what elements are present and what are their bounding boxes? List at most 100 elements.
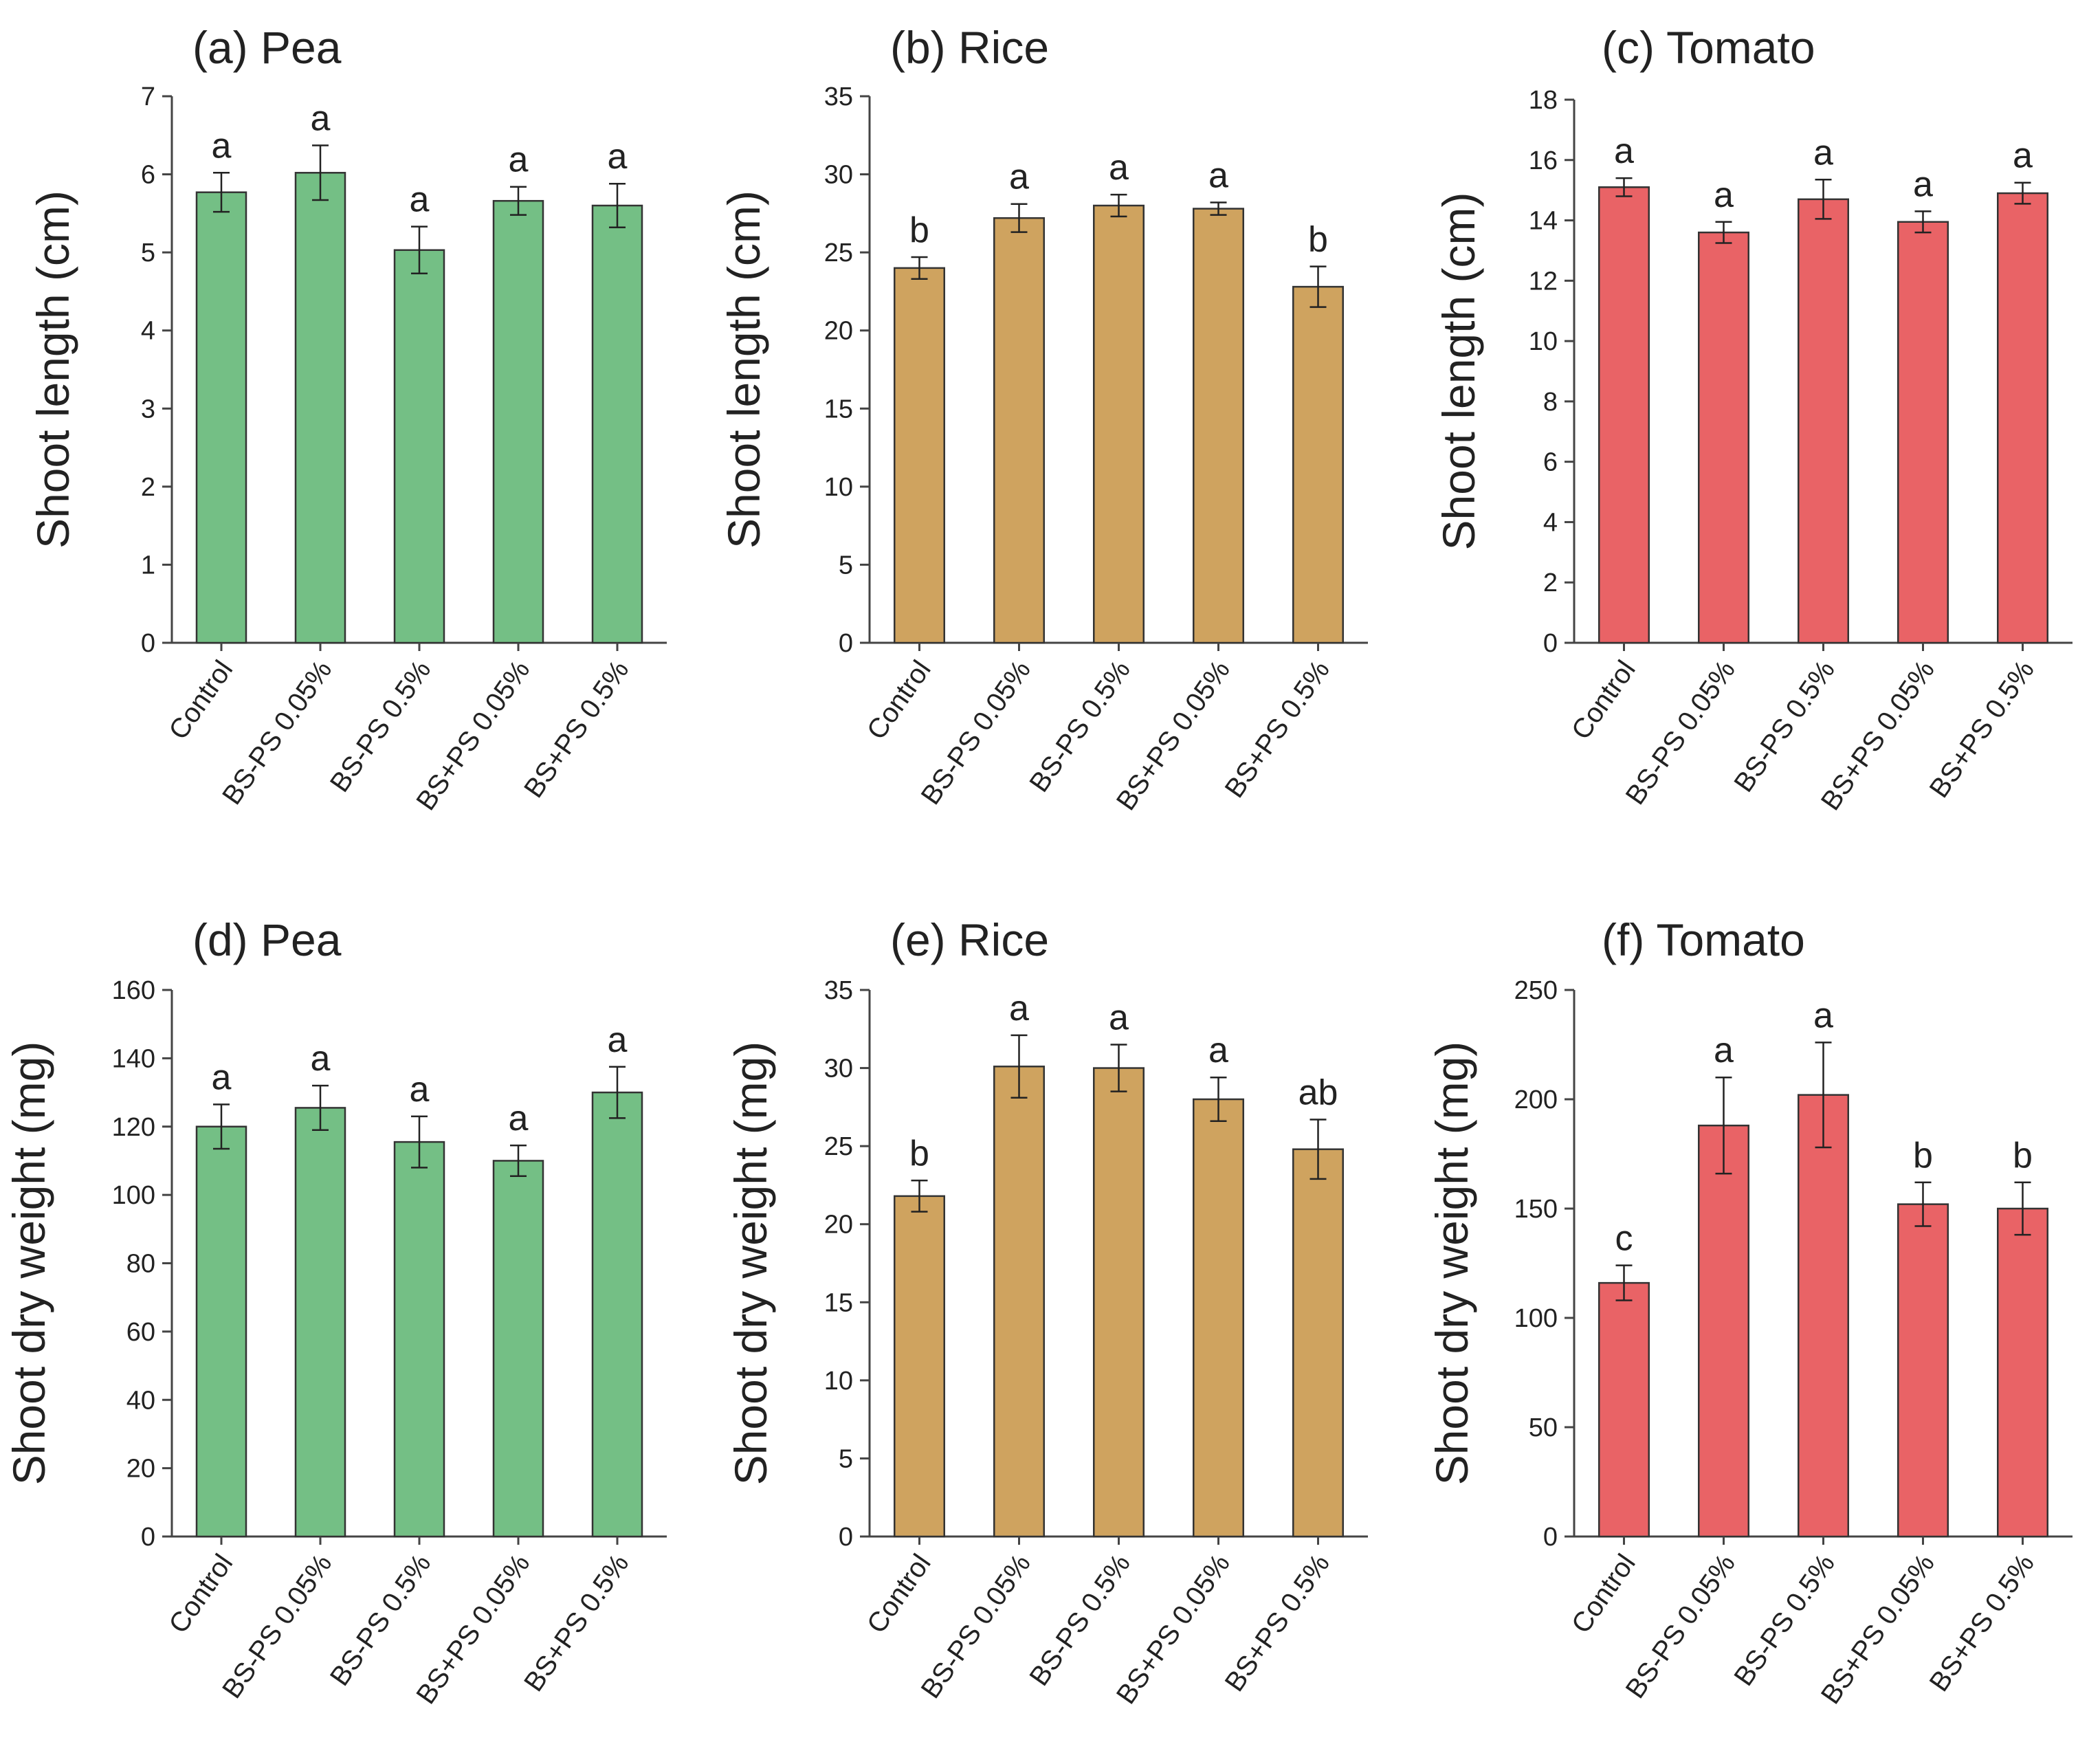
chart-title: (c) Tomato: [1602, 22, 1815, 73]
bar: [1093, 204, 1145, 644]
y-tick-label: 0: [839, 629, 853, 658]
y-tick-label: 4: [1543, 508, 1558, 537]
y-tick-label: 5: [839, 1444, 853, 1473]
bar: [894, 267, 945, 644]
bar: [1698, 231, 1749, 644]
y-tick-label: 200: [1514, 1086, 1558, 1114]
y-tick-label: 150: [1514, 1195, 1558, 1224]
chart-title: (f) Tomato: [1602, 914, 1805, 965]
bar: [195, 191, 247, 644]
y-tick-label: 12: [1529, 267, 1558, 296]
chart-title: (b) Rice: [890, 22, 1049, 73]
bar: [993, 1066, 1045, 1538]
y-tick-label: 80: [126, 1250, 155, 1279]
y-tick-label: 250: [1514, 976, 1558, 1005]
significance-label: a: [1614, 131, 1634, 171]
bar: [894, 1195, 945, 1538]
y-tick-label: 15: [824, 1288, 853, 1317]
y-tick-label: 140: [112, 1044, 155, 1073]
significance-label: a: [1208, 155, 1228, 195]
bar: [294, 1107, 346, 1538]
y-axis-label: Shoot length (cm): [27, 190, 78, 549]
bar: [1598, 186, 1650, 644]
significance-label: a: [509, 1099, 529, 1138]
significance-label: b: [909, 210, 929, 250]
significance-label: a: [1109, 148, 1129, 188]
y-tick-label: 30: [824, 161, 853, 190]
significance-label: ab: [1298, 1073, 1338, 1113]
y-axis-label: Shoot dry weight (mg): [3, 1042, 54, 1486]
bar: [1897, 1203, 1949, 1538]
y-tick-label: 3: [141, 395, 155, 423]
y-tick-label: 2: [141, 473, 155, 502]
bar: [195, 1125, 247, 1538]
significance-label: b: [1308, 220, 1328, 260]
bar: [1997, 1207, 2048, 1538]
significance-label: a: [212, 1057, 232, 1097]
bar: [1292, 285, 1344, 644]
significance-label: b: [909, 1134, 929, 1174]
significance-label: b: [2013, 1136, 2033, 1176]
significance-label: a: [509, 140, 529, 180]
significance-label: a: [1913, 164, 1933, 204]
bar: [294, 172, 346, 644]
bar: [993, 217, 1045, 644]
chart-title: (a) Pea: [192, 22, 342, 73]
bar: [492, 1160, 544, 1538]
y-tick-label: 1: [141, 551, 155, 580]
y-tick-label: 35: [824, 82, 853, 111]
significance-label: a: [410, 1070, 430, 1110]
significance-label: a: [1813, 133, 1833, 173]
significance-label: a: [608, 137, 628, 177]
y-tick-label: 25: [824, 1132, 853, 1161]
significance-label: a: [311, 99, 331, 139]
y-axis-label: Shoot dry weight (mg): [1426, 1042, 1477, 1486]
y-tick-label: 0: [839, 1523, 853, 1552]
y-tick-label: 16: [1529, 146, 1558, 175]
y-tick-label: 35: [824, 976, 853, 1005]
y-tick-label: 2: [1543, 569, 1558, 597]
y-tick-label: 20: [824, 1211, 853, 1240]
chart-title: (e) Rice: [890, 914, 1049, 965]
significance-label: a: [1813, 995, 1833, 1035]
y-tick-label: 50: [1529, 1413, 1558, 1442]
y-tick-label: 10: [1529, 327, 1558, 356]
significance-label: a: [1714, 1031, 1734, 1070]
y-tick-label: 20: [824, 317, 853, 346]
y-tick-label: 10: [824, 1367, 853, 1396]
y-tick-label: 10: [824, 473, 853, 502]
bar: [1897, 221, 1949, 644]
significance-label: a: [2013, 136, 2033, 176]
y-tick-label: 40: [126, 1386, 155, 1415]
bar: [393, 1141, 445, 1538]
significance-label: a: [212, 126, 232, 166]
significance-label: a: [608, 1020, 628, 1060]
y-tick-label: 100: [1514, 1304, 1558, 1333]
bar: [393, 249, 445, 644]
significance-label: a: [410, 180, 430, 220]
y-axis-label: Shoot dry weight (mg): [725, 1042, 776, 1486]
y-tick-label: 25: [824, 239, 853, 267]
bar: [1193, 208, 1244, 644]
y-tick-label: 15: [824, 395, 853, 423]
y-tick-label: 6: [141, 161, 155, 190]
significance-label: a: [1009, 157, 1029, 197]
bar: [591, 204, 643, 644]
significance-label: a: [1009, 989, 1029, 1028]
y-tick-label: 0: [1543, 1523, 1558, 1552]
y-tick-label: 100: [112, 1181, 155, 1210]
significance-label: a: [1208, 1031, 1228, 1070]
y-tick-label: 30: [824, 1055, 853, 1083]
bar: [591, 1091, 643, 1538]
y-tick-label: 14: [1529, 207, 1558, 236]
significance-label: a: [1714, 175, 1734, 215]
y-tick-label: 8: [1543, 388, 1558, 417]
y-tick-label: 0: [1543, 629, 1558, 658]
y-tick-label: 160: [112, 976, 155, 1005]
bar: [1292, 1148, 1344, 1538]
bar: [1698, 1124, 1749, 1538]
significance-label: a: [311, 1039, 331, 1079]
y-tick-label: 4: [141, 317, 155, 346]
